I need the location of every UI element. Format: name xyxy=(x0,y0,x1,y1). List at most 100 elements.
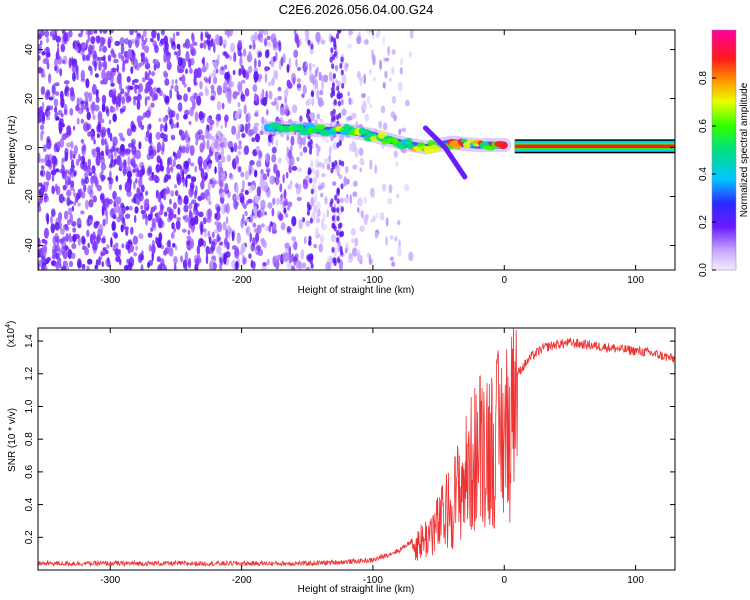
noise-speckle xyxy=(347,91,351,97)
noise-speckle xyxy=(186,217,191,222)
top-x-axis: -300 -200 -100 0 100 xyxy=(100,30,644,286)
noise-speckle xyxy=(145,190,149,196)
noise-speckle xyxy=(198,110,204,121)
noise-speckle xyxy=(82,142,86,149)
noise-speckle xyxy=(320,39,326,45)
noise-speckle xyxy=(128,39,133,49)
noise-speckle xyxy=(303,236,307,245)
noise-speckle xyxy=(72,71,76,82)
noise-speckle xyxy=(247,122,251,129)
noise-speckle xyxy=(61,164,66,176)
noise-speckle xyxy=(99,36,105,47)
noise-speckle xyxy=(93,54,98,59)
noise-speckle xyxy=(288,165,292,174)
noise-speckle xyxy=(171,79,174,86)
noise-speckle xyxy=(175,31,180,36)
noise-speckle xyxy=(350,228,356,236)
noise-speckle xyxy=(400,127,407,133)
noise-speckle xyxy=(229,55,232,61)
noise-streak xyxy=(334,194,338,201)
noise-speckle xyxy=(250,259,254,268)
noise-streak xyxy=(336,237,340,244)
noise-speckle xyxy=(55,168,60,173)
noise-speckle xyxy=(262,173,268,181)
noise-speckle xyxy=(234,248,240,259)
noise-speckle xyxy=(286,134,290,141)
noise-speckle xyxy=(246,112,251,123)
noise-speckle xyxy=(280,56,284,67)
noise-speckle xyxy=(291,215,297,227)
noise-speckle xyxy=(51,208,56,218)
noise-speckle xyxy=(40,130,44,142)
noise-speckle xyxy=(71,205,75,212)
noise-speckle xyxy=(205,253,209,265)
noise-speckle xyxy=(90,136,96,141)
noise-speckle xyxy=(237,144,242,150)
noise-speckle xyxy=(275,70,278,80)
noise-speckle xyxy=(100,137,105,146)
noise-speckle xyxy=(187,58,192,69)
noise-speckle xyxy=(107,35,113,44)
noise-speckle xyxy=(211,231,215,239)
noise-speckle xyxy=(198,91,204,97)
noise-speckle xyxy=(177,94,182,101)
noise-speckle xyxy=(255,109,259,115)
noise-speckle xyxy=(283,189,287,199)
noise-speckle xyxy=(76,40,80,48)
noise-speckle xyxy=(140,184,145,193)
bottom-y-tick-label: 0.2 xyxy=(24,530,35,544)
chart-title: C2E6.2026.056.04.00.G24 xyxy=(279,2,434,17)
noise-speckle xyxy=(204,88,210,97)
noise-speckle xyxy=(236,233,242,244)
noise-speckle xyxy=(317,161,323,168)
noise-speckle xyxy=(332,142,338,150)
noise-speckle xyxy=(263,240,267,249)
noise-speckle xyxy=(68,57,72,69)
noise-speckle xyxy=(321,223,328,231)
noise-speckle xyxy=(205,62,209,70)
noise-speckle xyxy=(203,230,208,238)
noise-speckle xyxy=(400,57,404,66)
noise-speckle xyxy=(263,30,269,36)
noise-speckle xyxy=(119,108,124,115)
noise-speckle xyxy=(87,242,90,248)
noise-speckle xyxy=(284,213,289,218)
noise-speckle xyxy=(310,160,314,168)
noise-speckle xyxy=(193,75,197,86)
noise-speckle xyxy=(178,47,181,57)
noise-speckle xyxy=(259,206,265,218)
noise-speckle xyxy=(256,224,262,235)
ridge-blob xyxy=(404,137,413,146)
noise-speckle xyxy=(396,193,400,199)
noise-speckle xyxy=(117,52,123,59)
noise-speckle xyxy=(126,76,131,83)
noise-speckle xyxy=(185,177,188,188)
noise-speckle xyxy=(145,130,150,138)
noise-speckle xyxy=(86,265,90,270)
noise-speckle xyxy=(112,113,117,123)
noise-speckle xyxy=(199,42,204,49)
noise-speckle xyxy=(134,206,139,214)
noise-speckle xyxy=(226,71,231,82)
noise-speckle xyxy=(334,64,339,71)
noise-speckle xyxy=(66,90,70,98)
noise-speckle xyxy=(215,68,219,74)
noise-speckle xyxy=(252,222,257,228)
noise-speckle xyxy=(156,155,161,164)
noise-streak xyxy=(310,188,314,195)
noise-speckle xyxy=(172,159,176,168)
noise-speckle xyxy=(70,58,76,65)
noise-streak xyxy=(310,43,314,50)
noise-speckle xyxy=(78,188,83,197)
noise-speckle xyxy=(206,247,213,255)
noise-speckle xyxy=(236,194,240,201)
noise-speckle xyxy=(237,150,242,156)
noise-speckle xyxy=(235,260,239,270)
noise-speckle xyxy=(238,140,242,146)
noise-speckle xyxy=(108,163,113,169)
noise-speckle xyxy=(267,41,272,47)
noise-speckle xyxy=(100,157,105,165)
noise-speckle xyxy=(196,245,201,255)
noise-speckle xyxy=(41,51,46,56)
